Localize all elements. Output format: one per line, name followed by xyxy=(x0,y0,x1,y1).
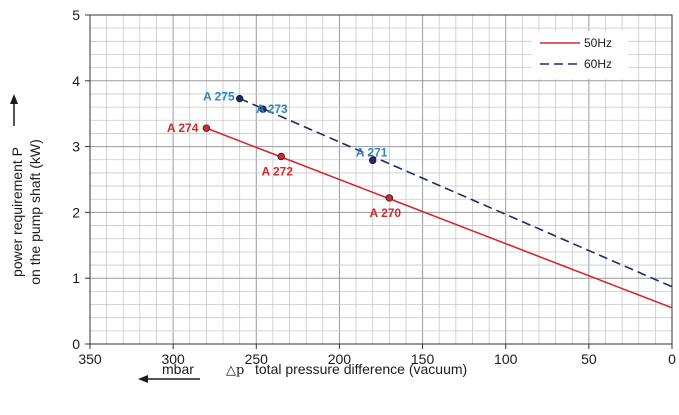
y-axis-label-line2: on the pump shaft (kW) xyxy=(27,139,43,285)
y-tick-label: 5 xyxy=(72,7,80,23)
y-tick-label: 4 xyxy=(72,73,80,89)
x-axis-label: total pressure difference (vacuum) xyxy=(255,361,467,377)
data-point xyxy=(259,105,267,113)
y-tick-label: 0 xyxy=(72,336,80,352)
x-axis-unit: mbar xyxy=(138,361,200,383)
data-point xyxy=(235,94,244,103)
y-tick-label: 1 xyxy=(72,270,80,286)
y-axis-label-line1: power requirement P xyxy=(9,147,25,277)
data-point-label: A 273 xyxy=(256,102,288,116)
data-point-label: A 270 xyxy=(370,206,402,220)
data-point xyxy=(202,124,211,132)
data-point xyxy=(368,156,377,165)
x-axis-symbol: △p xyxy=(226,363,244,378)
data-point-label: A 275 xyxy=(203,90,235,104)
x-tick-label: 250 xyxy=(245,351,269,367)
data-point xyxy=(385,194,394,202)
series-line-60hz xyxy=(239,97,673,288)
y-axis-arrow-icon xyxy=(10,94,18,126)
arrow-left-icon xyxy=(138,375,148,383)
x-tick-label: 350 xyxy=(78,351,102,367)
legend-background xyxy=(532,31,628,79)
legend: 50Hz 60Hz xyxy=(532,31,628,79)
data-point-label: A 272 xyxy=(261,164,293,178)
y-tick-label: 2 xyxy=(72,204,80,220)
data-point-label: A 274 xyxy=(167,121,199,135)
data-points: A 274 A 272 A 270 A 275 A 273 A 271 xyxy=(167,90,402,220)
y-axis-ticks: 0 1 2 3 4 5 xyxy=(72,7,90,352)
x-tick-label: 0 xyxy=(668,351,676,367)
x-axis-unit-label: mbar xyxy=(162,361,194,377)
x-tick-label: 200 xyxy=(328,351,352,367)
x-tick-label: 100 xyxy=(494,351,518,367)
y-tick-label: 3 xyxy=(72,139,80,155)
data-point xyxy=(277,152,285,161)
y-axis-label: power requirement P on the pump shaft (k… xyxy=(9,139,43,285)
x-tick-label: 300 xyxy=(161,351,185,367)
x-axis-ticks: 350 300 250 200 150 100 50 0 xyxy=(78,344,676,367)
legend-label: 60Hz xyxy=(584,57,612,71)
legend-label: 50Hz xyxy=(584,36,612,50)
x-tick-label: 150 xyxy=(411,351,435,367)
x-tick-label: 50 xyxy=(581,351,597,367)
plot-frame xyxy=(89,14,673,345)
data-point-label: A 271 xyxy=(356,145,388,159)
